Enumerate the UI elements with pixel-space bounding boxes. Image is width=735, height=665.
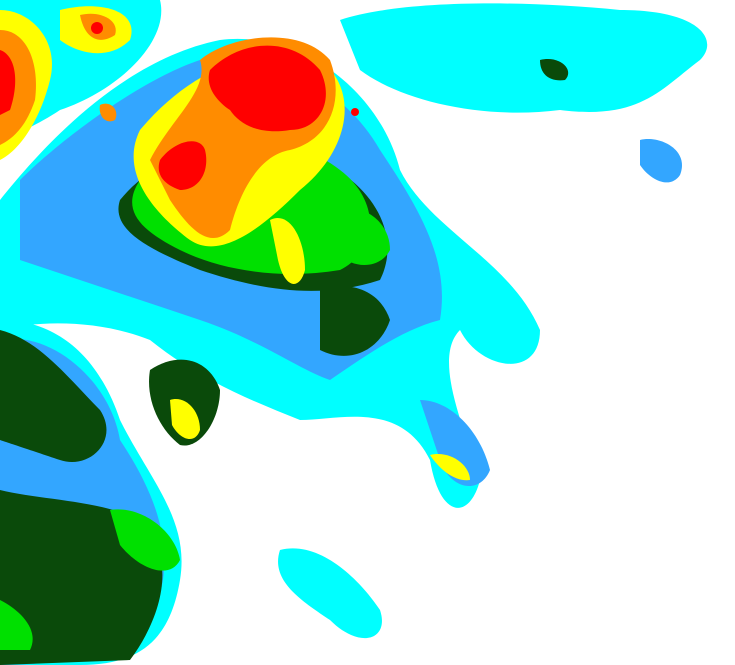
- echo-dg-6: [540, 59, 569, 81]
- echo-g-2: [0, 600, 33, 650]
- echo-blue-2: [640, 139, 682, 183]
- echo-r-4: [351, 108, 359, 116]
- echo-y-4: [430, 454, 470, 481]
- intense-layer: [0, 22, 359, 190]
- echo-g-1: [110, 509, 180, 571]
- echo-dg-4: [320, 286, 390, 356]
- echo-r-1: [208, 45, 326, 132]
- echo-dg-1: [0, 330, 107, 462]
- echo-r-2: [158, 141, 207, 190]
- echo-blue-4: [420, 400, 490, 487]
- echo-y-2: [270, 218, 305, 284]
- echo-y-3: [170, 399, 200, 440]
- echo-cyan-ne: [340, 3, 708, 113]
- echo-cyan-s: [278, 548, 382, 639]
- echo-r-5: [91, 22, 103, 34]
- echo-o-4: [99, 103, 117, 122]
- echo-g-4: [330, 207, 390, 265]
- echo-r-3: [0, 50, 16, 115]
